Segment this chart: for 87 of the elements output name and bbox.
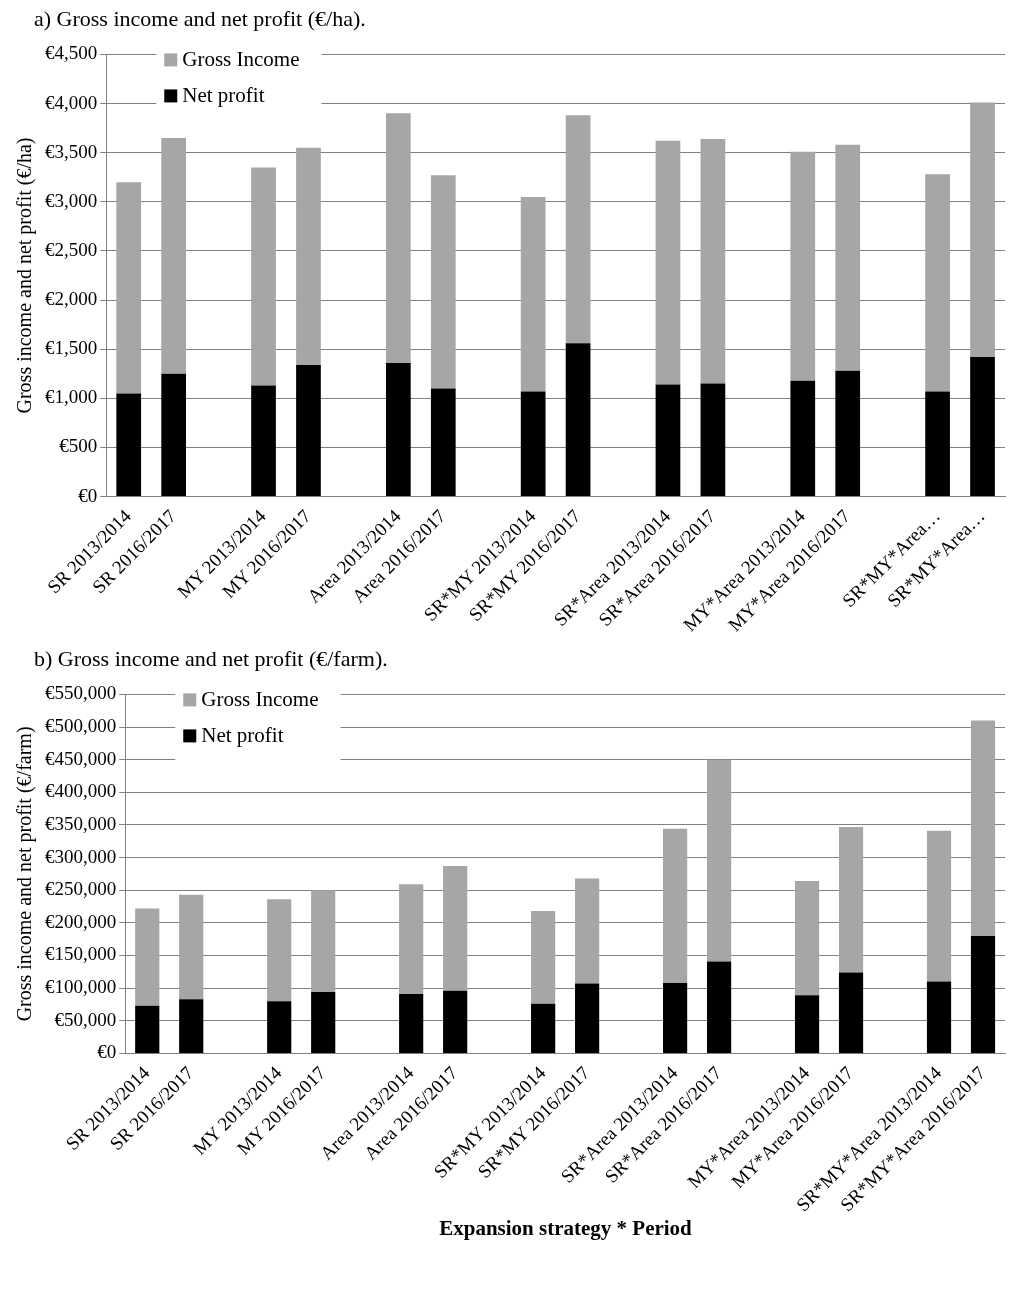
bar: [311, 992, 336, 1053]
bar: [251, 167, 276, 386]
y-tick-label: €4,500: [45, 42, 98, 64]
bar: [700, 138, 726, 384]
bar: [385, 362, 411, 497]
bar: [311, 890, 336, 993]
y-tick-label: €100,000: [45, 976, 117, 998]
bar: [926, 981, 952, 1053]
bar: [296, 364, 321, 497]
bar: [663, 828, 688, 983]
bar: [835, 144, 861, 371]
bar: [925, 391, 950, 497]
bar: [970, 102, 995, 358]
y-tick-label: €1,500: [45, 337, 98, 359]
bar: [794, 995, 820, 1053]
bar: [267, 1001, 292, 1053]
y-tick-label: €0: [78, 484, 98, 506]
y-tick-label: €500,000: [45, 715, 117, 737]
bar: [430, 388, 456, 497]
y-tick-label: €200,000: [45, 910, 117, 932]
bar: [790, 151, 816, 381]
bar: [520, 196, 546, 392]
chart-title: b) Gross income and net profit (€/farm).: [33, 645, 389, 673]
bar: [296, 147, 321, 365]
y-tick-label: €300,000: [45, 845, 117, 867]
bar: [655, 384, 681, 497]
y-tick-label: €0: [97, 1041, 117, 1063]
bar: [655, 140, 681, 385]
bar: [838, 972, 864, 1053]
bar: [565, 343, 591, 497]
y-tick-label: €3,500: [45, 140, 98, 162]
chart-title: a) Gross income and net profit (€/ha).: [33, 5, 367, 33]
bar: [706, 759, 732, 962]
bar: [835, 370, 861, 497]
y-tick-label: €2,500: [45, 238, 98, 260]
bar: [135, 1005, 160, 1053]
bar: [443, 990, 468, 1053]
legend-label: Gross Income: [201, 686, 319, 711]
bar: [531, 1003, 556, 1053]
bar: [838, 826, 864, 973]
bar: [135, 908, 160, 1006]
y-axis-title: Gross income and net profit (€/farm): [13, 726, 37, 1022]
y-tick-label: €250,000: [45, 878, 117, 900]
x-axis-title: Expansion strategy * Period: [438, 1216, 693, 1241]
bar: [531, 911, 556, 1004]
bar: [565, 115, 591, 344]
bar: [385, 113, 411, 363]
y-tick-label: €2,000: [45, 288, 98, 310]
bar: [443, 866, 468, 991]
bar: [575, 983, 600, 1053]
legend-label: Gross Income: [182, 46, 300, 71]
bar: [925, 174, 950, 392]
y-tick-label: €50,000: [54, 1008, 117, 1030]
bar: [161, 137, 187, 374]
y-tick-label: €400,000: [45, 780, 117, 802]
bar: [663, 982, 688, 1053]
y-axis-title: Gross income and net profit (€/ha): [13, 137, 37, 414]
y-tick-label: €4,000: [45, 91, 98, 113]
y-tick-label: €550,000: [45, 682, 117, 704]
bar: [700, 383, 726, 497]
bar: [970, 357, 995, 497]
legend-label: Net profit: [182, 82, 265, 107]
bar: [161, 373, 187, 497]
bar: [706, 961, 732, 1053]
bar: [790, 380, 816, 497]
bar: [926, 830, 952, 982]
y-tick-label: €450,000: [45, 747, 117, 769]
bar: [399, 884, 424, 995]
bar: [179, 894, 204, 1000]
bar: [399, 994, 424, 1053]
y-tick-label: €350,000: [45, 812, 117, 834]
bar: [970, 720, 996, 936]
y-tick-label: €3,000: [45, 189, 98, 211]
y-tick-label: €500: [59, 435, 98, 457]
bar: [794, 881, 820, 996]
bar: [520, 391, 546, 497]
bar: [251, 385, 276, 497]
bar: [575, 878, 600, 984]
bar: [970, 935, 996, 1053]
bar: [116, 393, 142, 497]
legend-label: Net profit: [201, 722, 284, 747]
bar: [267, 899, 292, 1002]
bar: [430, 175, 456, 389]
y-tick-label: €1,000: [45, 386, 98, 408]
y-tick-label: €150,000: [45, 943, 117, 965]
bar: [179, 999, 204, 1053]
bar: [116, 182, 142, 394]
